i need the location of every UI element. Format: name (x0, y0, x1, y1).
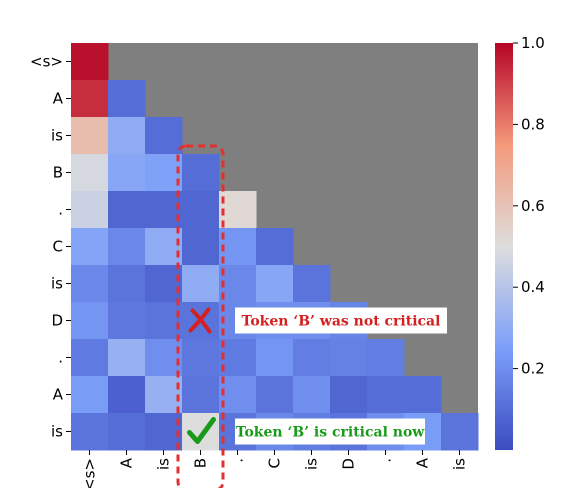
x-tick-label: is (303, 458, 321, 470)
x-tick-label: C (266, 458, 284, 468)
cell-r9-c5 (256, 376, 294, 414)
y-tick-label: <s> (30, 53, 63, 71)
cell-r0-c0 (71, 43, 109, 81)
cell-r4-c2 (145, 191, 183, 229)
colorbar-tick-label: 0.4 (521, 278, 545, 296)
cell-r1-c0 (71, 80, 109, 118)
cell-r4-c0 (71, 191, 109, 229)
cell-r6-c3 (182, 265, 220, 303)
y-tick-label: C (53, 238, 63, 256)
cell-r9-c2 (145, 376, 183, 414)
cell-r8-c0 (71, 339, 109, 377)
colorbar: 1.0 0.8 0.6 0.4 0.2 (495, 34, 545, 450)
cell-r9-c9 (404, 376, 442, 414)
cell-r5-c1 (108, 228, 146, 266)
y-tick-label: is (51, 423, 63, 441)
cell-r4-c4 (219, 191, 257, 229)
cell-r5-c3 (182, 228, 220, 266)
x-tick-label: is (451, 458, 469, 470)
cell-r3-c0 (71, 154, 109, 192)
cell-r5-c2 (145, 228, 183, 266)
cell-r10-c1 (108, 413, 146, 451)
cell-r8-c6 (293, 339, 331, 377)
cell-r3-c3 (182, 154, 220, 192)
cell-r8-c8 (367, 339, 405, 377)
x-tick-label: A (118, 457, 136, 468)
annotation-label: Token ‘B’ was not critical (242, 314, 441, 330)
cell-r9-c4 (219, 376, 257, 414)
cell-r6-c6 (293, 265, 331, 303)
y-tick-label: . (58, 349, 63, 367)
cell-r6-c4 (219, 265, 257, 303)
cell-r9-c7 (330, 376, 368, 414)
cell-r6-c0 (71, 265, 109, 303)
highlight-dashed-box (176, 144, 225, 488)
annotation-box (235, 307, 447, 334)
y-tick-label: is (51, 127, 63, 145)
cell-r4-c3 (182, 191, 220, 229)
y-tick-label: is (51, 275, 63, 293)
y-tick-label: A (53, 90, 64, 108)
cell-r2-c0 (71, 117, 109, 155)
annotation-box (235, 418, 425, 445)
cell-r10-c10 (441, 413, 479, 451)
x-tick-label: . (229, 458, 247, 463)
colorbar-tick-label: 0.2 (521, 360, 545, 378)
cell-r7-c0 (71, 302, 109, 340)
y-tick-label: B (53, 164, 63, 182)
cell-r6-c5 (256, 265, 294, 303)
y-tick-label: D (51, 312, 63, 330)
cell-r9-c0 (71, 376, 109, 414)
x-tick-label: A (414, 457, 432, 468)
cell-r9-c6 (293, 376, 331, 414)
cell-r4-c1 (108, 191, 146, 229)
cell-r2-c1 (108, 117, 146, 155)
cell-r8-c4 (219, 339, 257, 377)
cell-r6-c1 (108, 265, 146, 303)
cell-r8-c7 (330, 339, 368, 377)
cross-mark-icon (188, 307, 212, 334)
x-tick-label: <s> (81, 458, 99, 488)
cell-r10-c2 (145, 413, 183, 451)
colorbar-tick-label: 0.8 (521, 115, 545, 133)
cell-r10-c0 (71, 413, 109, 451)
x-tick-label: is (155, 458, 173, 470)
check-mark-icon (187, 417, 216, 444)
cell-r7-c1 (108, 302, 146, 340)
cell-r8-c3 (182, 339, 220, 377)
y-tick-label: A (53, 386, 64, 404)
x-tick-label: D (340, 458, 358, 470)
cell-r5-c4 (219, 228, 257, 266)
colorbar-tick-label: 1.0 (521, 34, 545, 52)
cell-r3-c1 (108, 154, 146, 192)
cell-r5-c5 (256, 228, 294, 266)
x-tick-label: B (192, 458, 210, 468)
highlight-box-column-b (176, 144, 225, 488)
cell-r8-c1 (108, 339, 146, 377)
colorbar-tick-label: 0.6 (521, 197, 545, 215)
cell-r1-c1 (108, 80, 146, 118)
cell-r8-c5 (256, 339, 294, 377)
cell-r9-c1 (108, 376, 146, 414)
cell-r9-c8 (367, 376, 405, 414)
cell-r5-c0 (71, 228, 109, 266)
y-tick-labels: <s> Ais B. Cis D. Ais (30, 53, 71, 441)
annotations: Token ‘B’ was not critical Token ‘B’ is c… (187, 307, 447, 445)
cell-r2-c2 (145, 117, 183, 155)
colorbar-gradient (495, 43, 513, 450)
y-tick-label: . (58, 201, 63, 219)
cell-r3-c2 (145, 154, 183, 192)
cell-r8-c2 (145, 339, 183, 377)
heatmap (71, 43, 479, 451)
cell-r6-c2 (145, 265, 183, 303)
cell-r9-c3 (182, 376, 220, 414)
x-tick-label: . (377, 458, 395, 463)
cell-r7-c2 (145, 302, 183, 340)
annotation-label: Token ‘B’ is critical now (236, 425, 426, 441)
